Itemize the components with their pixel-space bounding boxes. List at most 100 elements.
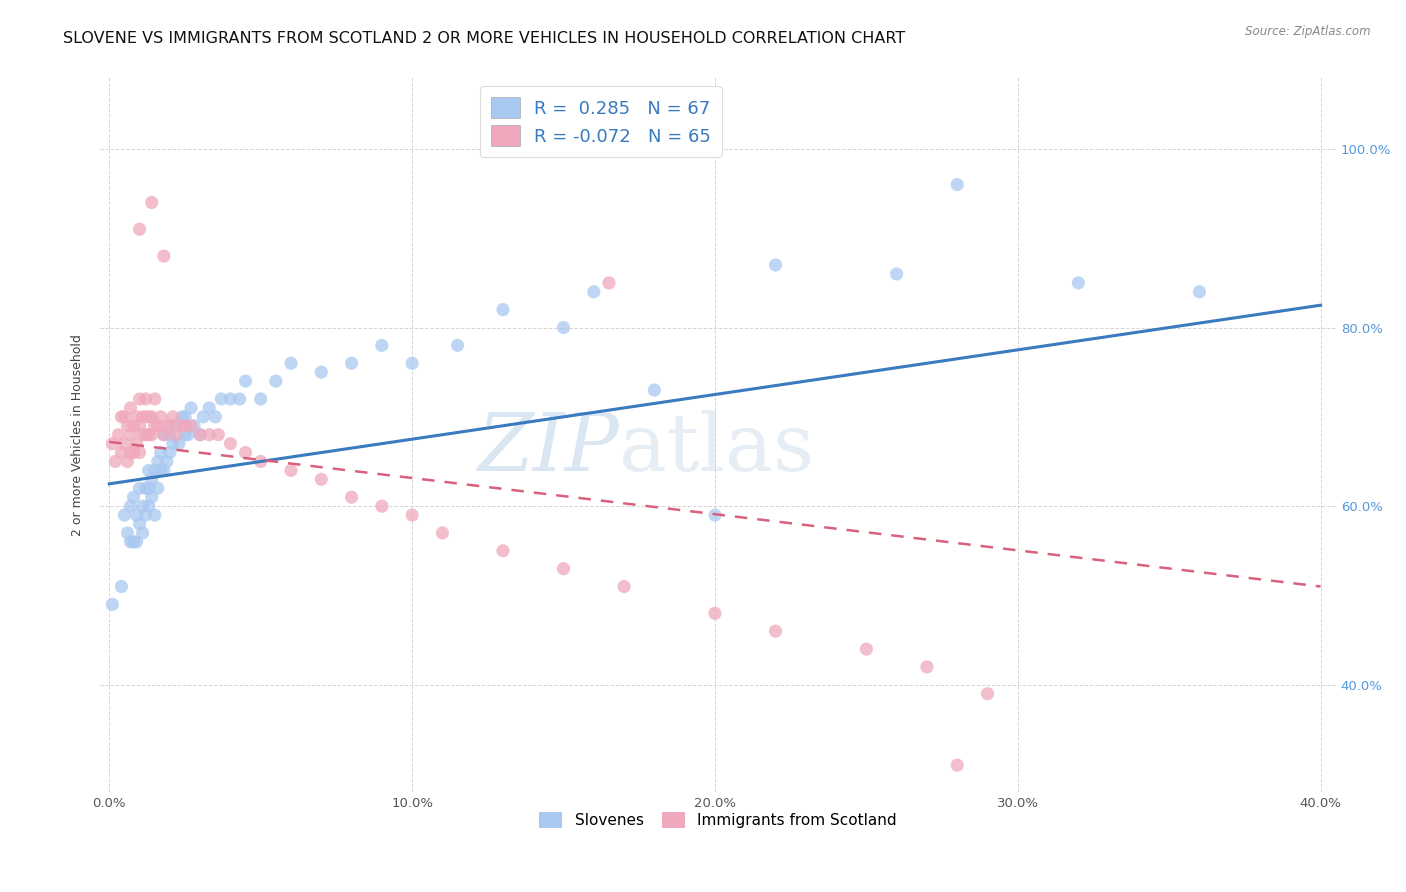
Point [235, 374, 257, 388]
Point [492, 543, 515, 558]
Point [188, 427, 211, 442]
Y-axis label: 2 or more Vehicles in Household: 2 or more Vehicles in Household [72, 334, 84, 535]
Point [946, 178, 969, 192]
Text: ZIP: ZIP [478, 410, 619, 488]
Point [446, 338, 468, 352]
Point [141, 409, 163, 424]
Point [110, 409, 132, 424]
Point [193, 409, 215, 424]
Point [110, 580, 132, 594]
Point [188, 427, 211, 442]
Point [228, 392, 250, 406]
Point [280, 463, 302, 477]
Point [765, 258, 787, 272]
Point [138, 499, 160, 513]
Point [704, 508, 727, 522]
Text: atlas: atlas [619, 410, 814, 488]
Point [165, 418, 187, 433]
Point [135, 481, 157, 495]
Point [613, 580, 636, 594]
Point [120, 499, 142, 513]
Point [138, 463, 160, 477]
Point [249, 454, 271, 468]
Point [135, 409, 157, 424]
Point [120, 445, 142, 459]
Point [280, 356, 302, 370]
Point [131, 427, 153, 442]
Point [180, 418, 202, 433]
Point [159, 427, 181, 442]
Point [128, 418, 150, 433]
Point [976, 687, 998, 701]
Point [156, 418, 179, 433]
Point [125, 534, 148, 549]
Point [235, 445, 257, 459]
Point [153, 427, 176, 442]
Point [125, 409, 148, 424]
Point [125, 436, 148, 450]
Point [159, 445, 181, 459]
Point [107, 427, 129, 442]
Point [143, 418, 166, 433]
Point [138, 427, 160, 442]
Point [643, 383, 665, 397]
Point [128, 222, 150, 236]
Point [159, 418, 181, 433]
Point [311, 472, 333, 486]
Point [153, 249, 176, 263]
Point [143, 392, 166, 406]
Point [886, 267, 908, 281]
Point [492, 302, 515, 317]
Point [162, 436, 184, 450]
Point [120, 534, 142, 549]
Point [122, 490, 145, 504]
Point [110, 445, 132, 459]
Point [149, 409, 172, 424]
Point [209, 392, 232, 406]
Point [162, 409, 184, 424]
Point [101, 598, 124, 612]
Point [170, 418, 193, 433]
Point [946, 758, 969, 772]
Point [122, 445, 145, 459]
Point [149, 463, 172, 477]
Point [432, 525, 454, 540]
Point [167, 436, 190, 450]
Point [553, 320, 575, 334]
Point [174, 418, 197, 433]
Point [143, 463, 166, 477]
Point [180, 401, 202, 415]
Point [114, 508, 136, 522]
Point [131, 525, 153, 540]
Point [156, 454, 179, 468]
Point [143, 508, 166, 522]
Point [204, 409, 226, 424]
Point [141, 472, 163, 486]
Point [117, 525, 139, 540]
Point [135, 427, 157, 442]
Point [120, 401, 142, 415]
Point [219, 392, 242, 406]
Point [122, 534, 145, 549]
Point [138, 409, 160, 424]
Point [371, 338, 394, 352]
Point [165, 427, 187, 442]
Point [117, 418, 139, 433]
Point [174, 409, 197, 424]
Point [170, 409, 193, 424]
Point [146, 454, 169, 468]
Point [704, 607, 727, 621]
Point [598, 276, 620, 290]
Point [114, 409, 136, 424]
Point [198, 401, 221, 415]
Point [131, 409, 153, 424]
Point [125, 508, 148, 522]
Point [855, 642, 877, 657]
Point [183, 418, 205, 433]
Point [128, 392, 150, 406]
Text: SLOVENE VS IMMIGRANTS FROM SCOTLAND 2 OR MORE VEHICLES IN HOUSEHOLD CORRELATION : SLOVENE VS IMMIGRANTS FROM SCOTLAND 2 OR… [63, 31, 905, 46]
Point [131, 499, 153, 513]
Point [311, 365, 333, 379]
Point [401, 508, 423, 522]
Point [153, 463, 176, 477]
